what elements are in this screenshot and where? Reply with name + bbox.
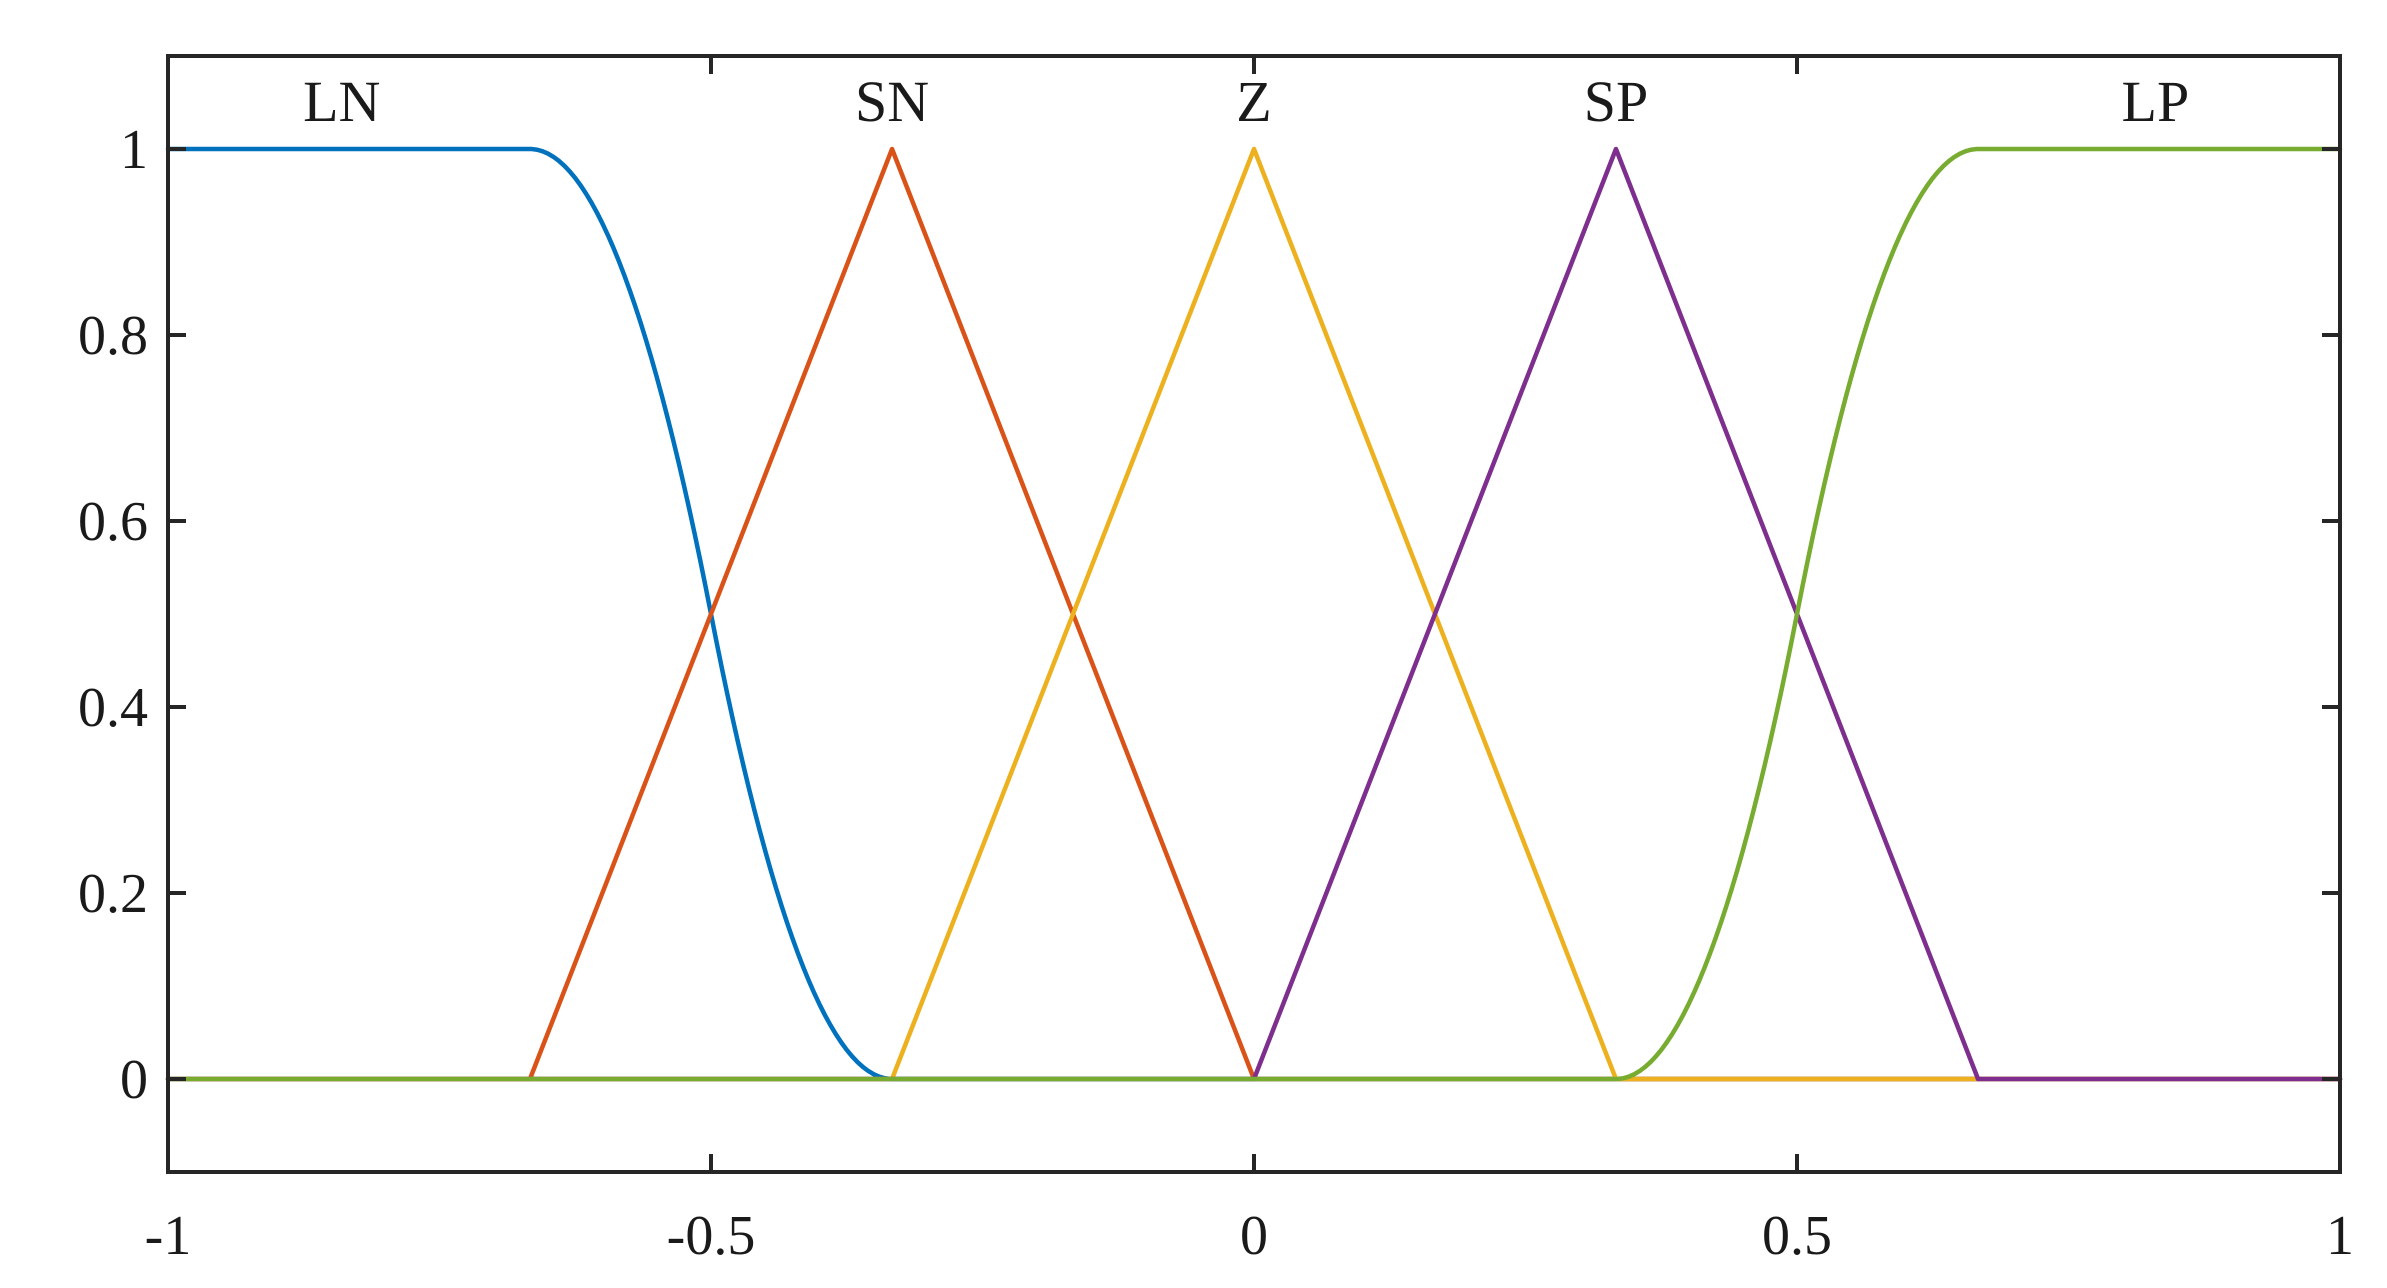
label-layer: LN SN Z SP LP -1 -0.5 0 0.5 1 0 0.2 0.4 0.6 0.8 1 xyxy=(78,69,2354,1267)
series-label-z: Z xyxy=(1236,69,1271,134)
y-tick-label: 0.4 xyxy=(78,677,148,739)
x-tick-label: 0.5 xyxy=(1762,1205,1832,1267)
series-line-lp xyxy=(165,146,2343,1082)
series-line-sp xyxy=(165,146,2343,1082)
y-tick-label: 0.8 xyxy=(78,305,148,367)
y-tick-label: 0.6 xyxy=(78,491,148,553)
x-tick-label: 1 xyxy=(2326,1205,2354,1267)
x-tick-label: 0 xyxy=(1240,1205,1268,1267)
y-tick-label: 1 xyxy=(120,119,148,181)
tick-layer xyxy=(166,56,2342,1172)
series-layer xyxy=(165,146,2343,1082)
x-tick-label: -0.5 xyxy=(667,1205,756,1267)
y-tick-label: 0 xyxy=(120,1049,148,1111)
series-line-z xyxy=(165,146,2343,1082)
series-label-ln: LN xyxy=(303,69,380,134)
x-tick-label: -1 xyxy=(145,1205,192,1267)
plot-frame xyxy=(166,54,2342,1174)
series-label-lp: LP xyxy=(2122,69,2190,134)
series-label-sp: SP xyxy=(1584,69,1649,134)
series-line-ln xyxy=(165,146,2343,1082)
series-label-sn: SN xyxy=(855,69,929,134)
series-line-sn xyxy=(165,146,2343,1082)
y-tick-label: 0.2 xyxy=(78,863,148,925)
